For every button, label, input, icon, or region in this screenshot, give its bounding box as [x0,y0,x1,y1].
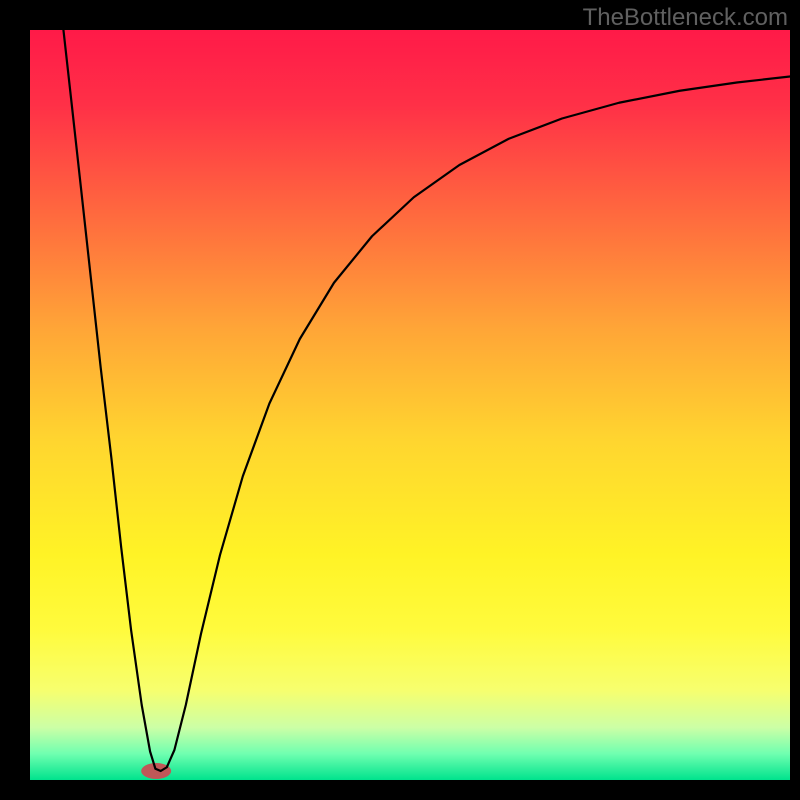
bottleneck-curve [63,30,790,771]
watermark-text: TheBottleneck.com [583,4,788,32]
curve-overlay [30,30,790,780]
plot-area [30,30,790,780]
